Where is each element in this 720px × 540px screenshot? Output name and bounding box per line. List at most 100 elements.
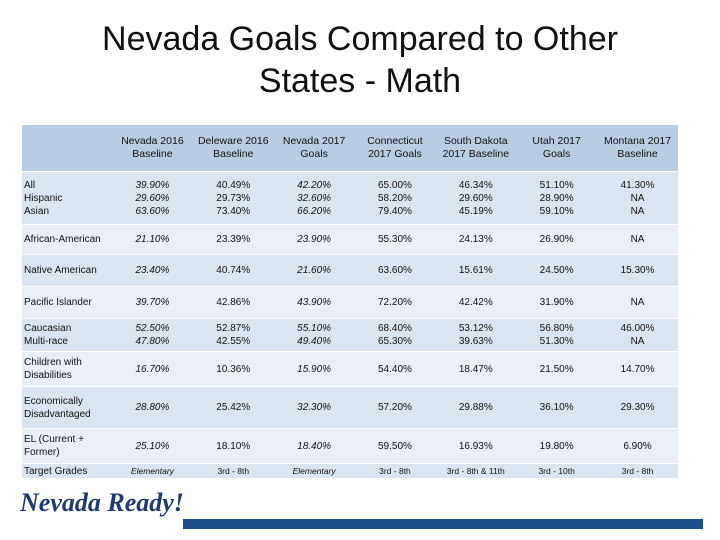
table-cell: 25.10% bbox=[112, 428, 193, 464]
cell-line: 56.80% bbox=[539, 323, 574, 334]
title-line: States - Math bbox=[258, 62, 462, 100]
cell-line: 24.50% bbox=[539, 265, 574, 276]
cell-line: 58.20% bbox=[377, 192, 412, 204]
cell-line: 29.60% bbox=[458, 192, 493, 204]
row-label: All Hispanic Asian bbox=[22, 171, 112, 225]
table-cell: 51.10% 28.90% 59.10% bbox=[516, 171, 598, 225]
cell-line: 6.90% bbox=[623, 440, 652, 452]
cell-line: 79.40% bbox=[377, 205, 412, 217]
table-cell: 41.30% NA NA bbox=[597, 171, 678, 225]
cell-line: 14.70% bbox=[620, 363, 655, 375]
cell-line: 54.40% bbox=[377, 363, 412, 375]
header-cell: Deleware 2016 Baseline bbox=[192, 125, 274, 172]
header-cell: Nevada 2017 Goals bbox=[273, 125, 355, 172]
cell-line: 42.42% bbox=[458, 297, 493, 308]
label-line: Children with Disabilities bbox=[24, 357, 82, 381]
cell-line: 53.12% bbox=[458, 323, 493, 334]
cell-line: 59.50% bbox=[377, 440, 412, 452]
footer-bar bbox=[183, 519, 703, 529]
table-cell: 25.42% bbox=[192, 386, 274, 429]
cell-line: 32.30% bbox=[297, 402, 332, 413]
table-cell: 54.40% bbox=[354, 351, 436, 387]
header-cell: Nevada 2016 Baseline bbox=[112, 125, 193, 172]
cell-line: 23.40% bbox=[135, 265, 170, 276]
cell-line: 43.90% bbox=[297, 297, 332, 308]
table-cell: 46.00% NA bbox=[597, 318, 678, 352]
table-cell: NA bbox=[597, 286, 678, 319]
table-cell: 3rd - 8th bbox=[597, 463, 678, 479]
cell-line: 42.86% bbox=[216, 297, 251, 308]
cell-line: 29.88% bbox=[458, 402, 493, 413]
table-cell: 32.30% bbox=[273, 386, 355, 429]
label-line: Asian bbox=[24, 205, 50, 217]
cell-line: NA bbox=[630, 336, 645, 347]
cell-line: 63.60% bbox=[377, 265, 412, 276]
table-cell: 24.13% bbox=[435, 224, 517, 255]
cell-line: 28.90% bbox=[539, 192, 574, 204]
cell-line: 51.30% bbox=[539, 336, 574, 347]
cell-line: 42.55% bbox=[216, 336, 251, 347]
cell-line: 16.93% bbox=[458, 440, 493, 452]
cell-line: 41.30% bbox=[620, 179, 655, 191]
table-cell: 43.90% bbox=[273, 286, 355, 319]
cell-line: 19.80% bbox=[539, 440, 574, 452]
table-cell: NA bbox=[597, 224, 678, 255]
cell-line: 32.60% bbox=[297, 192, 332, 204]
table-row: Native American 23.40% 40.74% 21.60% 63.60% 1… bbox=[22, 254, 678, 287]
table-cell: 3rd - 10th bbox=[516, 463, 598, 479]
cell-line: 68.40% bbox=[377, 323, 412, 334]
table-cell: 3rd - 8th bbox=[354, 463, 436, 479]
table-row: Economically Disadvantaged 28.80% 25.42% 32… bbox=[22, 386, 678, 429]
cell-line: 18.40% bbox=[297, 440, 332, 452]
table-cell: 42.86% bbox=[192, 286, 274, 319]
label-line: EL (Current + Former) bbox=[24, 434, 84, 458]
cell-line: 47.80% bbox=[135, 336, 170, 347]
table-cell: 15.61% bbox=[435, 254, 517, 287]
row-label: Children with Disabilities bbox=[22, 351, 112, 387]
cell-line: 73.40% bbox=[216, 205, 251, 217]
cell-line: 57.20% bbox=[377, 402, 412, 413]
cell-line: 15.90% bbox=[297, 363, 332, 375]
cell-line: 59.10% bbox=[539, 205, 574, 217]
cell-line: 15.61% bbox=[458, 265, 493, 276]
cell-line: 72.20% bbox=[377, 297, 412, 308]
table-cell: 63.60% bbox=[354, 254, 436, 287]
cell-line: 3rd - 8th bbox=[379, 465, 411, 476]
slide-title: Nevada Goals Compared to Other States - M… bbox=[0, 18, 720, 102]
cell-line: 46.34% bbox=[458, 179, 493, 191]
table-cell: 55.10% 49.40% bbox=[273, 318, 355, 352]
table-cell: 52.87% 42.55% bbox=[192, 318, 274, 352]
row-label: EL (Current + Former) bbox=[22, 428, 112, 464]
table-cell: 10.36% bbox=[192, 351, 274, 387]
cell-line: 3rd - 8th bbox=[621, 465, 654, 476]
table-cell: 40.74% bbox=[192, 254, 274, 287]
cell-line: 3rd - 8th bbox=[217, 465, 250, 476]
table-row: Target Grades Elementary 3rd - 8th Elementa… bbox=[22, 463, 678, 479]
cell-line: 29.73% bbox=[216, 192, 251, 204]
table-cell: 21.60% bbox=[273, 254, 355, 287]
title-line: Nevada Goals Compared to Other bbox=[102, 20, 618, 58]
row-label: Economically Disadvantaged bbox=[22, 386, 112, 429]
table-cell: 15.30% bbox=[597, 254, 678, 287]
table-row: EL (Current + Former) 25.10% 18.10% 18.40% 5… bbox=[22, 428, 678, 464]
cell-line: 18.10% bbox=[216, 440, 251, 452]
table-row: African-American 21.10% 23.39% 23.90% 55.30%… bbox=[22, 224, 678, 255]
table-cell: 39.70% bbox=[112, 286, 193, 319]
cell-line: 31.90% bbox=[539, 297, 574, 308]
cell-line: 52.50% bbox=[135, 323, 170, 334]
cell-line: 26.90% bbox=[539, 234, 574, 245]
cell-line: 39.70% bbox=[135, 297, 170, 308]
table-cell: 46.34% 29.60% 45.19% bbox=[435, 171, 517, 225]
cell-line: 28.80% bbox=[135, 402, 170, 413]
cell-line: 55.10% bbox=[297, 323, 332, 334]
table-cell: 39.90% 29.60% 63.60% bbox=[112, 171, 193, 225]
comparison-table: Nevada 2016 Baseline Deleware 2016 Baseli… bbox=[22, 125, 678, 479]
table-cell: 23.40% bbox=[112, 254, 193, 287]
table-cell: 23.39% bbox=[192, 224, 274, 255]
cell-line: 36.10% bbox=[539, 402, 574, 413]
cell-line: 46.00% bbox=[620, 323, 655, 334]
label-line: Multi-race bbox=[24, 336, 68, 347]
cell-line: 40.74% bbox=[216, 265, 251, 276]
table-cell: 16.70% bbox=[112, 351, 193, 387]
cell-line: NA bbox=[630, 234, 645, 245]
